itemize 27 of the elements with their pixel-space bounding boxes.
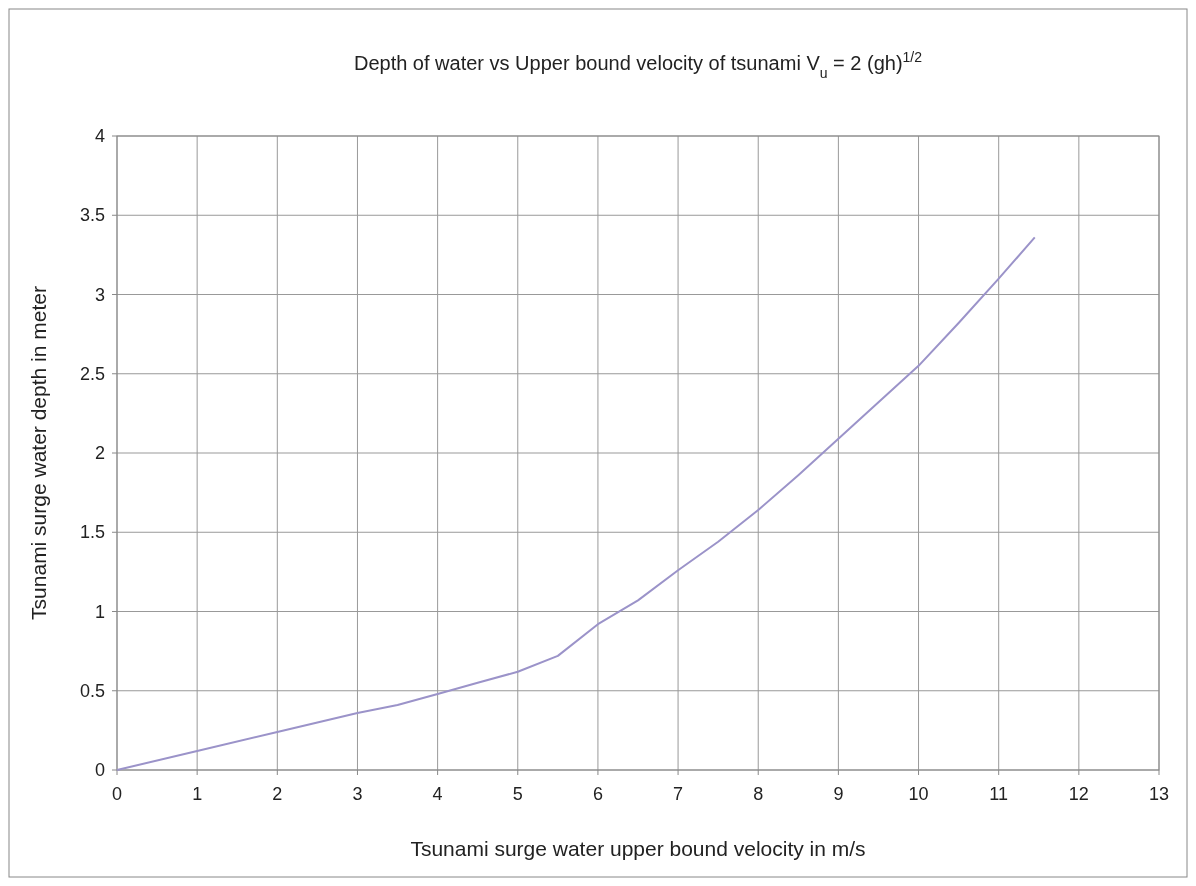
y-tick-label: 0	[94, 760, 105, 780]
x-tick-label: 7	[673, 784, 684, 804]
x-tick-label: 8	[753, 784, 764, 804]
y-tick-label: 3	[94, 284, 105, 305]
y-tick-label: 2	[94, 443, 105, 463]
x-axis-title: Tsunami surge water upper bound velocity in m/s	[410, 837, 866, 860]
line-series	[116, 236, 1036, 771]
x-tick-label: 5	[512, 784, 523, 804]
x-tick-label: 9	[833, 784, 844, 804]
y-axis-title: Tsunami surge water depth in meter	[27, 286, 50, 620]
x-tick-label: 3	[352, 784, 363, 804]
x-tick-label: 6	[592, 784, 603, 804]
y-tick-label: 4	[94, 126, 105, 146]
x-tick-label: 0	[111, 784, 123, 804]
x-tick-label: 12	[1068, 784, 1089, 804]
x-tick-label: 13	[1148, 784, 1170, 804]
y-tick-label: 2.5	[79, 363, 105, 384]
chart-title: Depth of water vs Upper bound velocity of tsunami V$_{u}$ = 2 (gh)$^{1/2}$	[353, 49, 923, 81]
y-tick-label: 1.5	[79, 522, 105, 543]
x-tick-label: 11	[989, 784, 1009, 804]
x-tick-label: 2	[272, 784, 283, 804]
x-tick-label: 1	[192, 784, 203, 804]
x-tick-label: 4	[432, 784, 443, 804]
y-tick-label: 0.5	[79, 680, 105, 701]
x-tick-label: 10	[908, 784, 929, 804]
y-tick-label: 3.5	[79, 205, 105, 226]
y-tick-label: 1	[94, 601, 105, 622]
